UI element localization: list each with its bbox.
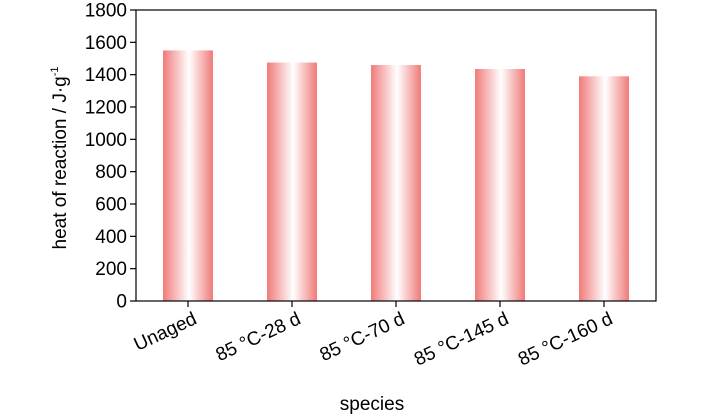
bar — [579, 76, 629, 302]
bars-layer — [163, 50, 629, 302]
y-tick-label: 600 — [95, 195, 127, 216]
y-axis-title-main: heat of reaction / J·g — [50, 76, 71, 249]
bar — [475, 69, 525, 301]
x-category-label: Unaged — [131, 308, 200, 355]
y-tick-label: 1200 — [85, 98, 127, 119]
bar — [267, 62, 317, 301]
bar — [163, 50, 213, 301]
x-category-label: 85 °C-145 d — [411, 308, 512, 370]
y-tick-label: 800 — [95, 162, 127, 183]
x-category-label: 85 °C-160 d — [515, 308, 616, 370]
x-axis: Unaged 85 °C-28 d 85 °C-70 d 85 °C-145 d 85 … — [131, 301, 616, 370]
y-axis-title-sup: -1 — [49, 67, 61, 77]
y-tick-label: 1600 — [85, 33, 127, 54]
y-tick-label: 1800 — [85, 1, 127, 22]
y-tick-label: 0 — [116, 292, 127, 313]
y-tick-label: 1000 — [85, 130, 127, 151]
y-tick-label: 400 — [95, 227, 127, 248]
x-category-label: 85 °C-28 d — [213, 308, 304, 366]
x-category-label: 85 °C-70 d — [317, 308, 408, 366]
x-axis-title: species — [340, 394, 404, 415]
y-tick-label: 200 — [95, 259, 127, 280]
bar — [371, 64, 421, 301]
y-axis-title: heat of reaction / J·g-1 — [49, 67, 71, 250]
y-axis: 0 200 400 600 800 1000 1200 1400 1600 1800 — [85, 1, 136, 313]
y-tick-label: 1400 — [85, 65, 127, 86]
